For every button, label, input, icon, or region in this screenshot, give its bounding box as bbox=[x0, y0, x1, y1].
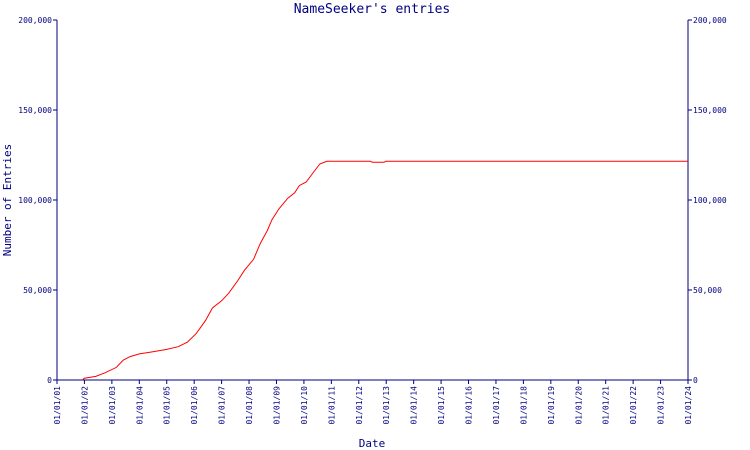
x-tick-label: 01/01/05 bbox=[163, 386, 172, 425]
x-tick-label: 01/01/09 bbox=[272, 386, 281, 425]
x-tick-label: 01/01/19 bbox=[547, 386, 556, 425]
y-tick-label-right: 200,000 bbox=[693, 16, 727, 25]
x-tick-label: 01/01/07 bbox=[218, 386, 227, 425]
x-axis-label: Date bbox=[359, 437, 386, 450]
x-tick-label: 01/01/11 bbox=[327, 386, 336, 425]
x-tick-label: 01/01/04 bbox=[135, 386, 144, 425]
y-tick-label-right: 0 bbox=[693, 376, 698, 385]
y-tick-label-right: 50,000 bbox=[693, 286, 722, 295]
x-tick-label: 01/01/03 bbox=[108, 386, 117, 425]
x-tick-label: 01/01/15 bbox=[437, 386, 446, 425]
x-tick-label: 01/01/06 bbox=[190, 386, 199, 425]
x-tick-label: 01/01/01 bbox=[53, 386, 62, 425]
plot-frame bbox=[56, 20, 689, 381]
x-tick-label: 01/01/10 bbox=[300, 386, 309, 425]
x-tick-label: 01/01/12 bbox=[355, 386, 364, 425]
x-tick-label: 01/01/13 bbox=[382, 386, 391, 425]
y-tick-label-left: 100,000 bbox=[18, 196, 52, 205]
x-tick-label: 01/01/21 bbox=[602, 386, 611, 425]
x-tick-label: 01/01/17 bbox=[492, 386, 501, 425]
x-tick-label: 01/01/22 bbox=[629, 386, 638, 425]
x-tick-label: 01/01/20 bbox=[574, 386, 583, 425]
x-tick-label: 01/01/24 bbox=[684, 386, 693, 425]
x-axis-ticks: 01/01/01 01/01/02 01/01/03 01/01/04 01/01/05… bbox=[53, 380, 693, 425]
y-axis-label: Number of Entries bbox=[1, 144, 14, 257]
x-tick-label: 01/01/18 bbox=[519, 386, 528, 425]
x-tick-label: 01/01/08 bbox=[245, 386, 254, 425]
y-tick-label-left: 200,000 bbox=[18, 16, 52, 25]
x-tick-label: 01/01/16 bbox=[465, 386, 474, 425]
y-tick-label-left: 0 bbox=[47, 376, 52, 385]
x-tick-label: 01/01/14 bbox=[410, 386, 419, 425]
y-tick-label-right: 100,000 bbox=[693, 196, 727, 205]
y-tick-label-right: 150,000 bbox=[693, 106, 727, 115]
x-tick-label: 01/01/23 bbox=[657, 386, 666, 425]
series-layer bbox=[81, 160, 688, 381]
y-tick-label-left: 50,000 bbox=[23, 286, 52, 295]
series-line bbox=[81, 160, 688, 381]
y-tick-label-left: 150,000 bbox=[18, 106, 52, 115]
x-tick-label: 01/01/02 bbox=[80, 386, 89, 425]
y-axis-ticks: 0 0 50,000 50,000 100,000 100,000 150,000 150,0… bbox=[18, 16, 727, 385]
chart-title: NameSeeker's entries bbox=[294, 2, 451, 17]
